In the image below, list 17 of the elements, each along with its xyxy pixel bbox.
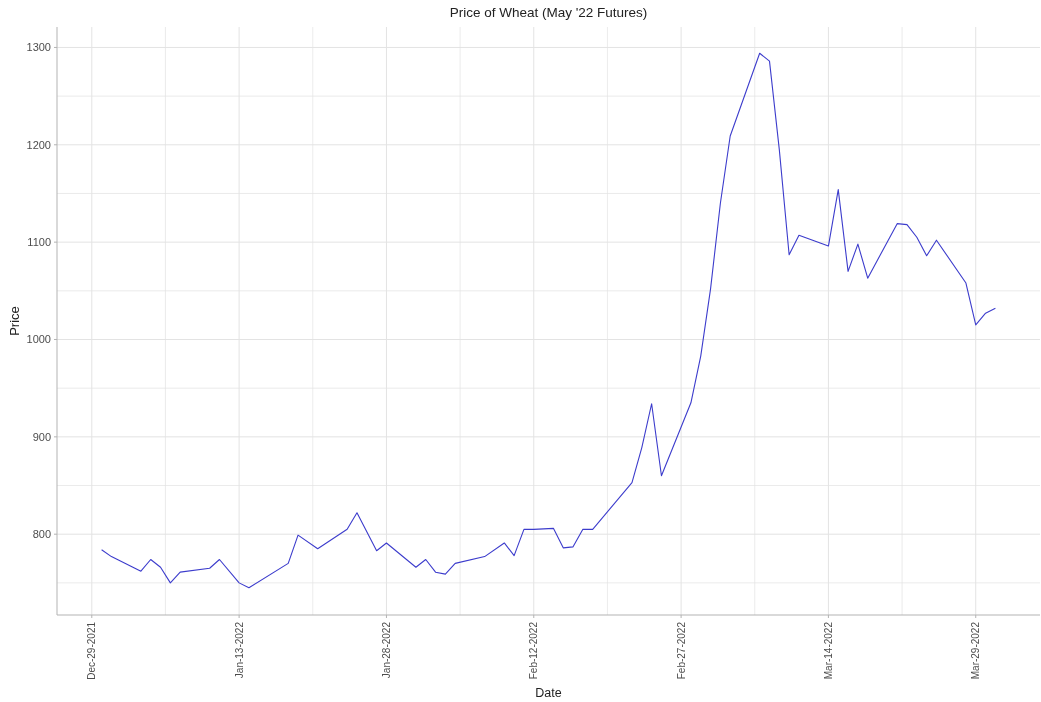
y-tick-label: 1100	[27, 236, 51, 248]
x-tick-label: Feb-27-2022	[675, 621, 687, 680]
x-axis-title: Date	[535, 686, 562, 700]
y-tick-label: 800	[32, 528, 51, 541]
y-tick-label: 1300	[26, 41, 51, 54]
x-tick-label: Mar-14-2022	[822, 621, 834, 680]
y-tick-label: 1200	[26, 138, 51, 151]
y-tick-label: 900	[32, 430, 51, 443]
line-series	[101, 52, 996, 589]
chart-title: Price of Wheat (May '22 Futures)	[449, 5, 648, 20]
x-tick-label: Jan-28-2022	[380, 621, 392, 679]
y-axis-title: Price	[7, 306, 22, 336]
x-tick-label: Feb-12-2022	[528, 621, 540, 680]
y-tick-label: 1000	[26, 333, 51, 346]
x-tick-label: Jan-13-2022	[233, 621, 245, 679]
x-tick-label: Dec-29-2021	[86, 621, 98, 680]
x-tick-label: Mar-29-2022	[970, 621, 982, 680]
